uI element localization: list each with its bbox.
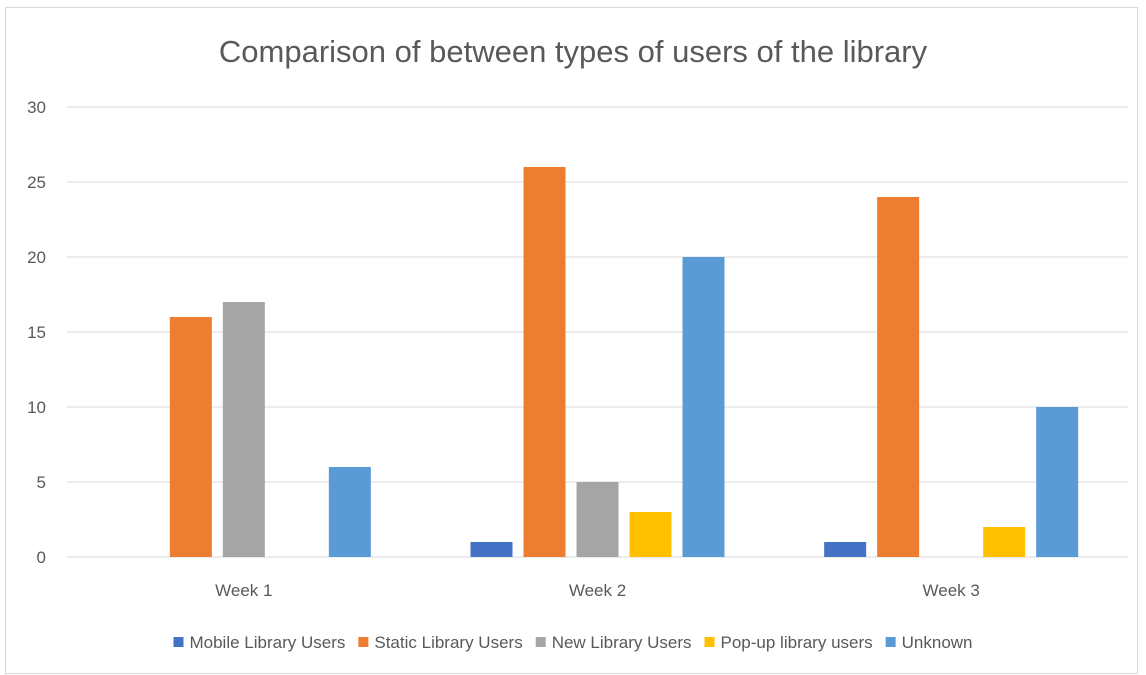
- legend-item: Static Library Users: [358, 633, 523, 652]
- legend-item: New Library Users: [535, 633, 692, 652]
- y-tick-label: 30: [27, 98, 46, 117]
- chart-frame: [5, 7, 1138, 674]
- bar-unknown-week-2: [682, 257, 725, 557]
- legend-swatch: [173, 637, 184, 647]
- y-tick-label: 0: [37, 548, 46, 567]
- bar-unknown-week-3: [1036, 407, 1079, 557]
- legend: Mobile Library Users Static Library Users…: [173, 633, 973, 652]
- legend-label: Mobile Library Users: [189, 633, 345, 652]
- bar-new-library-users-week-1: [222, 302, 265, 557]
- x-tick-label: Week 2: [569, 581, 626, 600]
- bar-static-library-users-week-3: [877, 197, 920, 557]
- bar-static-library-users-week-1: [169, 317, 212, 557]
- legend-label: Pop-up library users: [721, 633, 873, 652]
- x-axis-tick-labels: Week 1 Week 2 Week 3: [215, 581, 980, 600]
- legend-item: Pop-up library users: [704, 633, 873, 652]
- bar-mobile-library-users-week-3: [824, 542, 867, 557]
- y-tick-label: 25: [27, 173, 46, 192]
- y-axis-tick-labels: 0 5 10 15 20 25 30: [27, 98, 46, 567]
- chart-title: Comparison of between types of users of …: [218, 34, 928, 69]
- legend-item: Mobile Library Users: [173, 633, 345, 652]
- bars: [169, 167, 1079, 557]
- legend-label: New Library Users: [552, 633, 692, 652]
- legend-swatch: [704, 637, 715, 647]
- legend-swatch: [885, 637, 896, 647]
- legend-item: Unknown: [885, 633, 973, 652]
- y-tick-label: 20: [27, 248, 46, 267]
- legend-swatch: [358, 637, 369, 647]
- bar-static-library-users-week-2: [523, 167, 566, 557]
- bar-unknown-week-1: [328, 467, 371, 557]
- bar-pop-up-library-users-week-2: [629, 512, 672, 557]
- legend-swatch: [535, 637, 546, 647]
- legend-label: Unknown: [902, 633, 973, 652]
- y-tick-label: 5: [37, 473, 46, 492]
- bar-pop-up-library-users-week-3: [983, 527, 1026, 557]
- legend-label: Static Library Users: [374, 633, 522, 652]
- x-tick-label: Week 1: [215, 581, 272, 600]
- bar-new-library-users-week-2: [576, 482, 619, 557]
- y-tick-label: 15: [27, 323, 46, 342]
- x-tick-label: Week 3: [923, 581, 980, 600]
- y-tick-label: 10: [27, 398, 46, 417]
- bar-mobile-library-users-week-2: [470, 542, 513, 557]
